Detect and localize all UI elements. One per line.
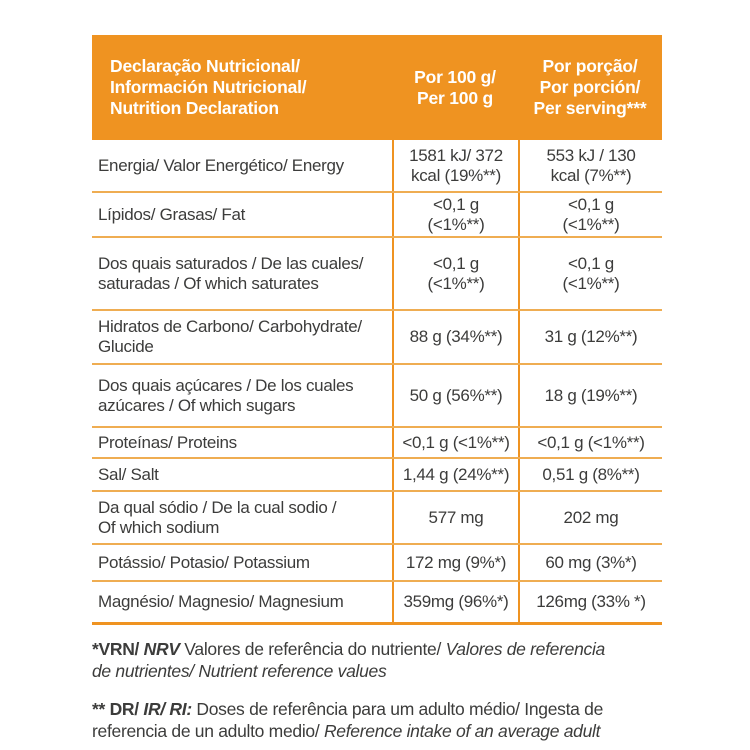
footnote-dr-ir-ri: ** DR/ IR/ RI: Doses de referência para … <box>92 699 662 742</box>
value-per-100g: 359mg (96%*) <box>392 582 518 622</box>
row-label: Dos quais saturados / De las cuales/ sat… <box>98 253 364 293</box>
nutrition-table: Declaração Nutricional/ Información Nutr… <box>92 35 662 750</box>
value-per-serving: <0,1 g (<1%**) <box>518 193 662 236</box>
table-body: Energia/ Valor Energético/ Energy 1581 kJ… <box>92 140 662 625</box>
footnote-segment: Reference intake of an average adult <box>323 720 601 741</box>
footnote-line: *VRN/ NRV Valores de referência do nutri… <box>92 639 662 661</box>
table-row: Energia/ Valor Energético/ Energy 1581 kJ… <box>92 140 662 193</box>
footnote-line: de nutrientes/ Nutrient reference values <box>92 661 662 683</box>
footnote-segment: de nutrientes/ Nutrient reference values <box>92 660 387 681</box>
table-row: Dos quais açúcares / De los cuales azúca… <box>92 365 662 428</box>
row-label: Energia/ Valor Energético/ Energy <box>98 155 344 175</box>
column-header-per-serving: Por porção/ Por porción/ Per serving*** <box>533 56 647 118</box>
value-per-serving: 553 kJ / 130 kcal (7%**) <box>518 140 662 191</box>
footnotes: *VRN/ NRV Valores de referência do nutri… <box>92 639 662 742</box>
row-label: Hidratos de Carbono/ Carbohydrate/ Gluci… <box>98 317 362 356</box>
footnote-line: referencia de un adulto medio/ Reference… <box>92 721 662 743</box>
value-per-100g: <0,1 g (<1%**) <box>392 193 518 236</box>
value-per-serving: 60 mg (3%*) <box>518 545 662 580</box>
table-header: Declaração Nutricional/ Información Nutr… <box>92 35 662 140</box>
footnote-vrn-nrv: *VRN/ NRV Valores de referência do nutri… <box>92 639 662 682</box>
row-label: Dos quais açúcares / De los cuales azúca… <box>98 375 354 415</box>
footnote-segment: IR/ RI: <box>138 699 192 719</box>
row-label: Lípidos/ Grasas/ Fat <box>98 204 246 224</box>
footnote-segment: NRV <box>139 639 180 659</box>
footnote-segment: *VRN/ <box>92 639 140 659</box>
row-label: Proteínas/ Proteins <box>98 432 237 452</box>
value-per-100g: <0,1 g (<1%**) <box>392 428 518 457</box>
row-label: Potássio/ Potasio/ Potassium <box>98 552 310 572</box>
table-row: Hidratos de Carbono/ Carbohydrate/ Gluci… <box>92 311 662 365</box>
table-row: Lípidos/ Grasas/ Fat <0,1 g (<1%**) <0,1 g… <box>92 193 662 238</box>
value-per-100g: 50 g (56%**) <box>392 365 518 426</box>
footnote-segment: Valores de referencia <box>441 639 606 659</box>
value-per-serving: <0,1 g (<1%**) <box>518 238 662 309</box>
footnote-segment: referencia de un adulto medio/ <box>92 720 324 741</box>
table-row: Sal/ Salt 1,44 g (24%**) 0,51 g (8%**) <box>92 459 662 492</box>
value-per-100g: <0,1 g (<1%**) <box>392 238 518 309</box>
row-label: Da qual sódio / De la cual sodio / Of wh… <box>98 497 337 537</box>
table-row: Da qual sódio / De la cual sodio / Of wh… <box>92 492 662 545</box>
value-per-serving: 202 mg <box>518 492 662 543</box>
table-row: Dos quais saturados / De las cuales/ sat… <box>92 238 662 311</box>
value-per-100g: 1581 kJ/ 372 kcal (19%**) <box>392 140 518 191</box>
footnote-segment: Valores de referência do nutriente/ <box>179 639 442 659</box>
row-label: Magnésio/ Magnesio/ Magnesium <box>98 592 344 611</box>
table-row: Proteínas/ Proteins <0,1 g (<1%**) <0,1 g … <box>92 428 662 459</box>
footnote-line: ** DR/ IR/ RI: Doses de referência para … <box>92 699 662 721</box>
footnote-segment: Doses de referência para um adulto médio… <box>191 699 604 719</box>
value-per-100g: 88 g (34%**) <box>392 311 518 363</box>
row-label: Sal/ Salt <box>98 464 159 484</box>
value-per-serving: 126mg (33% *) <box>518 582 662 622</box>
header-title: Declaração Nutricional/ Información Nutr… <box>110 56 307 118</box>
value-per-serving: <0,1 g (<1%**) <box>518 428 662 457</box>
value-per-100g: 1,44 g (24%**) <box>392 459 518 490</box>
column-header-per-100g: Por 100 g/ Per 100 g <box>414 66 496 108</box>
value-per-serving: 31 g (12%**) <box>518 311 662 363</box>
value-per-serving: 18 g (19%**) <box>518 365 662 426</box>
table-row: Magnésio/ Magnesio/ Magnesium 359mg (96%*… <box>92 582 662 622</box>
value-per-100g: 577 mg <box>392 492 518 543</box>
table-row: Potássio/ Potasio/ Potassium 172 mg (9%*)… <box>92 545 662 582</box>
value-per-100g: 172 mg (9%*) <box>392 545 518 580</box>
value-per-serving: 0,51 g (8%**) <box>518 459 662 490</box>
footnote-segment: ** DR/ <box>92 699 139 719</box>
